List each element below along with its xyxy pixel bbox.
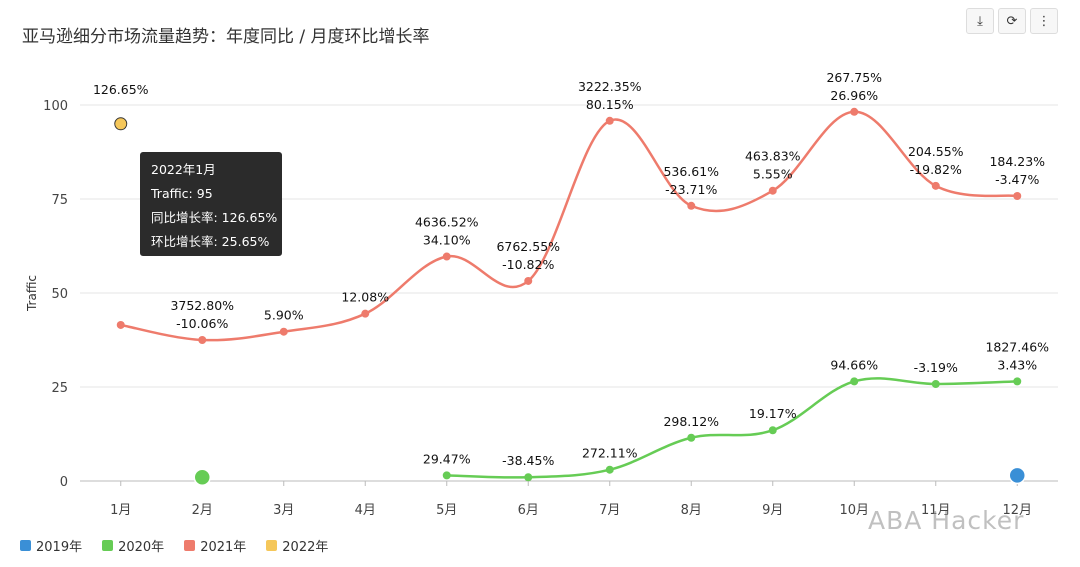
data-point xyxy=(114,117,128,131)
more-icon[interactable]: ⋮ xyxy=(1030,8,1058,34)
data-label-mom: 29.47% xyxy=(423,451,471,466)
y-tick-label: 0 xyxy=(60,475,68,490)
data-label-yoy: 6762.55% xyxy=(496,239,560,254)
watermark: ABA Hacker xyxy=(868,506,1025,535)
refresh-icon[interactable]: ⟳ xyxy=(998,8,1026,34)
data-point xyxy=(605,116,614,125)
data-label-mom: 3.43% xyxy=(997,357,1037,372)
x-tick-label: 4月 xyxy=(355,503,376,518)
x-tick-label: 10月 xyxy=(839,503,869,518)
data-label-mom: 298.12% xyxy=(663,414,719,429)
x-tick-label: 5月 xyxy=(436,503,457,518)
data-label-mom: -38.45% xyxy=(502,453,554,468)
tooltip-traffic: Traffic: 95 xyxy=(151,186,213,201)
data-point xyxy=(931,379,940,388)
data-point xyxy=(361,309,370,318)
data-label-mom: 5.90% xyxy=(264,308,304,323)
download-icon[interactable]: ⤓ xyxy=(966,8,994,34)
data-point xyxy=(687,201,696,210)
data-label-mom: -10.06% xyxy=(176,316,228,331)
data-point xyxy=(1008,466,1026,485)
series-line xyxy=(446,377,1018,479)
legend-item[interactable]: 2022年 xyxy=(266,536,328,555)
x-tick-label: 7月 xyxy=(599,503,620,518)
legend-swatch xyxy=(102,540,114,551)
data-point xyxy=(850,107,859,116)
legend-label: 2019年 xyxy=(36,540,83,555)
legend-label: 2022年 xyxy=(282,540,329,555)
data-label-mom: 5.55% xyxy=(753,167,793,182)
x-tick-label: 8月 xyxy=(681,503,702,518)
y-tick-label: 75 xyxy=(51,193,68,208)
data-label-yoy: 184.23% xyxy=(989,154,1045,169)
legend-swatch xyxy=(20,540,31,551)
data-label-yoy: 126.65% xyxy=(93,82,149,97)
chart-legend: 2019年 2020年 2021年 2022年 xyxy=(20,536,328,555)
legend-item[interactable]: 2019年 xyxy=(20,536,82,555)
x-tick-label: 11月 xyxy=(921,503,951,518)
data-label-mom: 26.96% xyxy=(830,88,878,103)
data-point xyxy=(768,426,777,435)
y-tick-label: 50 xyxy=(51,287,68,302)
legend-label: 2020年 xyxy=(118,540,165,555)
x-tick-label: 6月 xyxy=(518,503,539,518)
data-point xyxy=(1013,377,1022,386)
data-point xyxy=(687,433,696,442)
data-label-mom: -10.82% xyxy=(502,257,554,272)
data-label-yoy: 536.61% xyxy=(663,164,719,179)
data-point xyxy=(1013,191,1022,200)
tooltip-yoy: 同比增长率: 126.65% xyxy=(151,210,278,225)
chart-title: 亚马逊细分市场流量趋势：年度同比 / 月度环比增长率 xyxy=(22,27,430,47)
x-tick-label: 2月 xyxy=(192,503,213,518)
legend-swatch xyxy=(266,540,278,551)
data-point xyxy=(524,473,533,482)
y-tick-label: 100 xyxy=(43,99,68,114)
data-point xyxy=(442,252,451,261)
legend-label: 2021年 xyxy=(200,540,247,555)
data-point xyxy=(198,336,207,344)
data-label-mom: -3.47% xyxy=(995,172,1039,187)
x-tick-label: 1月 xyxy=(110,503,131,518)
x-tick-label: 12月 xyxy=(1002,503,1032,518)
y-axis-label: Traffic xyxy=(25,275,39,312)
x-tick-label: 9月 xyxy=(762,503,783,518)
data-label-yoy: 1827.46% xyxy=(985,339,1049,354)
data-point xyxy=(524,276,533,285)
data-label-yoy: 3752.80% xyxy=(170,298,234,313)
data-label-yoy: 204.55% xyxy=(908,144,964,159)
data-label-mom: 19.17% xyxy=(749,406,797,421)
data-label-mom: 12.08% xyxy=(341,290,389,305)
chart-toolbar: ⤓ ⟳ ⋮ xyxy=(966,8,1058,34)
data-point xyxy=(605,465,614,474)
data-label-yoy: 3222.35% xyxy=(578,79,642,94)
data-label-yoy: 463.83% xyxy=(745,149,801,164)
data-point xyxy=(931,181,940,190)
y-tick-label: 25 xyxy=(51,381,68,396)
data-label-mom: 94.66% xyxy=(830,357,878,372)
data-label-mom: -19.82% xyxy=(910,162,962,177)
data-tooltip: 2022年1月 Traffic: 95 同比增长率: 126.65% 环比增长率… xyxy=(140,152,282,256)
data-label-yoy: 267.75% xyxy=(826,70,882,85)
data-point xyxy=(279,327,288,336)
data-point xyxy=(850,377,859,386)
data-label-mom: 80.15% xyxy=(586,97,634,112)
legend-item[interactable]: 2020年 xyxy=(102,536,164,555)
tooltip-heading: 2022年1月 xyxy=(151,162,216,177)
data-label-mom: -3.19% xyxy=(914,360,958,375)
x-tick-label: 3月 xyxy=(273,503,294,518)
data-point xyxy=(116,320,125,329)
legend-swatch xyxy=(184,540,196,551)
data-point xyxy=(768,186,777,195)
tooltip-mom: 环比增长率: 25.65% xyxy=(151,234,270,249)
data-label-mom: -23.71% xyxy=(665,182,717,197)
data-point xyxy=(442,471,451,480)
legend-item[interactable]: 2021年 xyxy=(184,536,246,555)
data-point xyxy=(193,468,211,486)
data-label-mom: 272.11% xyxy=(582,446,638,461)
data-label-yoy: 4636.52% xyxy=(415,215,479,230)
data-label-mom: 34.10% xyxy=(423,233,471,248)
